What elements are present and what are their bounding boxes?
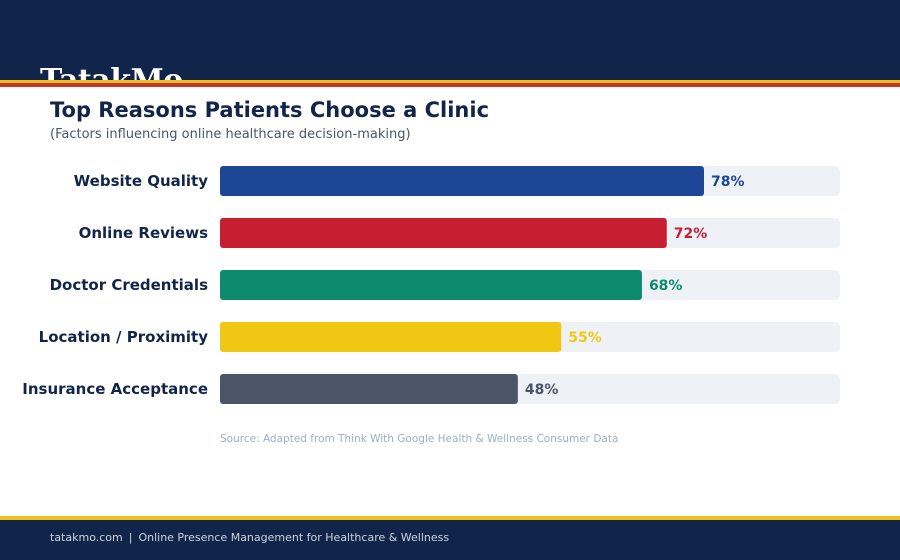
category-label: Location / Proximity: [39, 328, 209, 346]
header-bar: TatakMo: [0, 0, 900, 80]
brand-logo: TatakMo: [40, 66, 183, 81]
footer-text: tatakmo.com | Online Presence Management f…: [50, 531, 449, 544]
category-label: Website Quality: [74, 172, 209, 190]
header-stripe-red: [0, 83, 900, 87]
category-label: Doctor Credentials: [50, 276, 208, 294]
chart-title: Top Reasons Patients Choose a Clinic: [50, 98, 490, 122]
header-stripe-gold: [0, 80, 900, 83]
value-label: 78%: [711, 174, 745, 190]
bar: [220, 322, 562, 352]
bar: [220, 270, 642, 300]
chart-subtitle: (Factors influencing online healthcare d…: [50, 127, 411, 142]
bar: [220, 218, 667, 248]
footer-stripe-gold: [0, 516, 900, 520]
chart-source: Source: Adapted from Think With Google H…: [220, 433, 619, 445]
category-label: Online Reviews: [79, 224, 208, 242]
category-label: Insurance Acceptance: [22, 380, 208, 398]
footer-tagline: Online Presence Management for Healthcar…: [138, 531, 450, 544]
value-label: 72%: [674, 226, 708, 242]
bar: [220, 166, 704, 196]
footer-bar: tatakmo.com | Online Presence Management f…: [0, 520, 900, 560]
value-label: 55%: [568, 330, 602, 346]
value-label: 48%: [525, 382, 559, 398]
footer-site-link[interactable]: tatakmo.com: [50, 531, 123, 544]
bar: [220, 374, 518, 404]
bar-chart: Website Quality 78% Online Reviews 72% Docto…: [22, 166, 840, 404]
footer-separator: |: [128, 531, 133, 544]
value-label: 68%: [649, 278, 683, 294]
